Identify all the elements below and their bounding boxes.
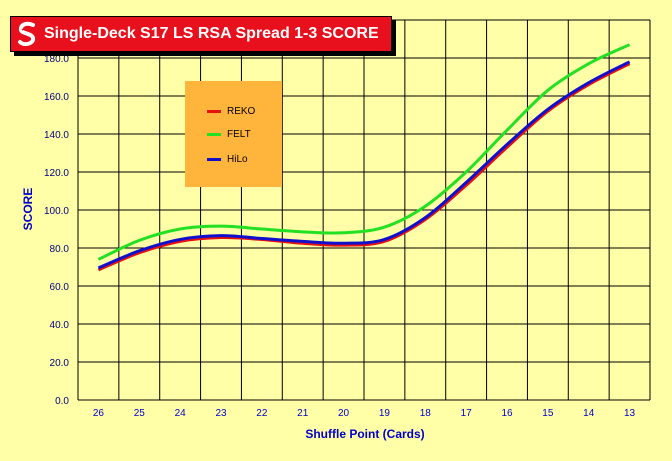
x-tick-label: 17 [461,408,473,419]
legend-label-hilo: HiLo [227,153,248,165]
y-axis-ticks: 0.0 20.0 40.0 60.0 80.0 100.0 120.0 140.0 160.0 1… [44,16,69,407]
x-axis-title: Shuffle Point (Cards) [305,427,424,441]
y-tick-label: 20.0 [50,358,70,369]
chart-title-box: Single-Deck S17 LS RSA Spread 1-3 SCORE [10,16,392,52]
series-lines [97,43,631,272]
x-tick-label: 22 [256,408,268,419]
y-tick-label: 140.0 [44,130,69,141]
x-tick-label: 19 [379,408,391,419]
x-tick-label: 24 [175,408,187,419]
y-tick-label: 40.0 [50,320,70,331]
legend-swatch-hilo [207,157,221,161]
x-tick-label: 23 [215,408,227,419]
y-tick-label: 120.0 [44,168,69,179]
x-tick-label: 25 [134,408,146,419]
x-tick-label: 15 [542,408,554,419]
series-line-reko [97,62,631,272]
legend-swatch-reko [207,109,221,113]
y-tick-label: 160.0 [44,92,69,103]
series-line-hilo [97,60,631,270]
x-tick-label: 14 [583,408,595,419]
y-tick-label: 80.0 [50,244,70,255]
legend-item-reko: REKO [207,104,255,118]
series-line-felt [97,43,631,261]
x-axis-ticks: 26 25 24 23 22 21 20 19 18 17 16 15 14 13 [93,408,636,419]
y-tick-label: 180.0 [44,54,69,65]
y-tick-label: 100.0 [44,206,69,217]
x-tick-label: 20 [338,408,350,419]
y-tick-label: 60.0 [50,282,70,293]
y-tick-label: 0.0 [55,396,69,407]
legend-label-reko: REKO [227,105,256,117]
legend-item-felt: FELT [207,127,251,141]
legend-item-hilo: HiLo [207,152,248,166]
legend-swatch-felt [207,132,221,136]
chart-title: Single-Deck S17 LS RSA Spread 1-3 SCORE [44,25,379,42]
x-tick-label: 16 [501,408,513,419]
y-axis-title: SCORE [21,188,35,231]
x-tick-label: 18 [420,408,432,419]
legend: REKO FELT HiLo [185,81,282,187]
legend-label-felt: FELT [227,128,251,140]
x-tick-label: 21 [297,408,309,419]
x-tick-label: 13 [624,408,636,419]
x-tick-label: 26 [93,408,105,419]
logo-icon [16,21,38,47]
